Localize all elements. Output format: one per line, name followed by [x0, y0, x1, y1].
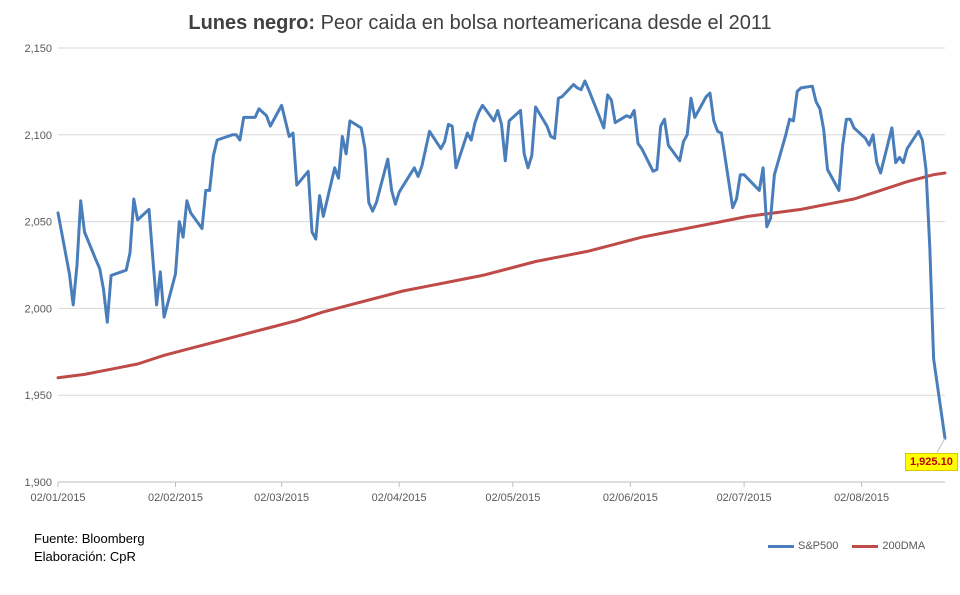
- legend-item-200dma: 200DMA: [852, 540, 925, 552]
- series-line-200dma: [56, 171, 947, 380]
- y-tick-label: 2,100: [24, 130, 52, 142]
- source-note: Fuente: Bloomberg Elaboración: CpR: [34, 530, 145, 566]
- legend-swatch-sp500: [768, 544, 794, 548]
- legend-item-sp500: S&P500: [768, 540, 838, 552]
- y-tick-label: 1,900: [24, 477, 52, 489]
- legend-label-sp500: S&P500: [798, 540, 839, 552]
- y-tick-label: 1,950: [24, 390, 52, 402]
- last-value-callout: 1,925.10: [905, 453, 958, 471]
- x-tick-label: 02/06/2015: [603, 492, 658, 504]
- callout-leader-line: [936, 438, 946, 453]
- x-tick-label: 02/08/2015: [834, 492, 889, 504]
- legend-label-200dma: 200DMA: [882, 540, 926, 552]
- x-tick-label: 02/02/2015: [148, 492, 203, 504]
- x-tick-label: 02/07/2015: [717, 492, 772, 504]
- chart-title-bold: Lunes negro:: [188, 12, 316, 34]
- x-tick-label: 02/03/2015: [254, 492, 309, 504]
- series-line-sp500: [56, 79, 947, 440]
- y-tick-label: 2,150: [24, 43, 52, 55]
- chart-title-rest: Peor caida en bolsa norteamericana desde…: [315, 12, 772, 34]
- x-tick-label: 02/01/2015: [30, 492, 85, 504]
- x-tick-label: 02/05/2015: [485, 492, 540, 504]
- x-tick-label: 02/04/2015: [372, 492, 427, 504]
- source-line: Fuente: Bloomberg: [34, 531, 145, 546]
- chart-legend: S&P500 200DMA: [768, 540, 925, 552]
- y-tick-label: 2,000: [24, 303, 52, 315]
- legend-swatch-200dma: [852, 544, 879, 548]
- y-tick-label: 2,050: [24, 217, 52, 229]
- chart-title: Lunes negro: Peor caida en bolsa norteam…: [0, 12, 960, 35]
- elaboration-line: Elaboración: CpR: [34, 549, 136, 564]
